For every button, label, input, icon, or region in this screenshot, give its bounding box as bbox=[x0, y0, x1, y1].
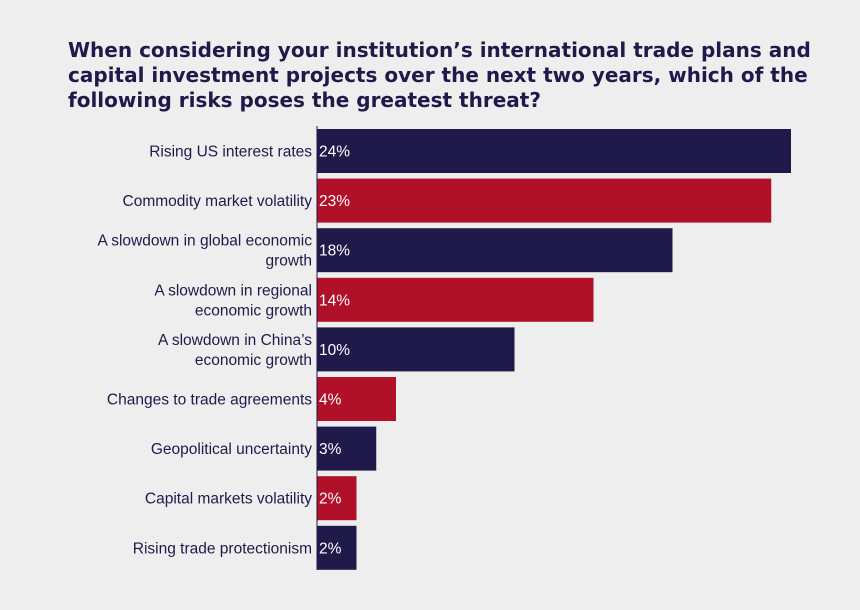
value-label: 3% bbox=[319, 441, 342, 458]
bar bbox=[317, 476, 357, 521]
value-label: 10% bbox=[319, 342, 350, 359]
category-label: economic growth bbox=[195, 302, 312, 319]
bar bbox=[317, 377, 396, 421]
category-label: economic growth bbox=[195, 352, 312, 369]
category-label: Changes to trade agreements bbox=[107, 392, 312, 409]
bar bbox=[317, 228, 673, 273]
category-label: A slowdown in regional bbox=[154, 282, 312, 299]
bar bbox=[317, 327, 515, 372]
category-label: A slowdown in global economic bbox=[97, 233, 312, 250]
category-label: Commodity market volatility bbox=[123, 193, 313, 210]
value-label: 23% bbox=[319, 193, 350, 210]
value-label: 24% bbox=[319, 144, 350, 161]
value-label: 4% bbox=[319, 392, 342, 409]
category-label: Geopolitical uncertainty bbox=[151, 441, 312, 458]
bar bbox=[317, 277, 594, 322]
category-label: growth bbox=[265, 253, 312, 270]
value-label: 2% bbox=[319, 491, 342, 508]
value-label: 18% bbox=[319, 243, 350, 260]
bar bbox=[317, 178, 772, 223]
bar bbox=[317, 426, 377, 471]
bar bbox=[317, 129, 791, 173]
value-label: 2% bbox=[319, 540, 342, 557]
category-label: Rising trade protectionism bbox=[133, 540, 312, 557]
category-label: Rising US interest rates bbox=[149, 144, 312, 161]
bar bbox=[317, 525, 357, 570]
category-label: Capital markets volatility bbox=[145, 491, 312, 508]
category-label: A slowdown in China’s bbox=[158, 332, 312, 349]
chart-title: When considering your institution’s inte… bbox=[68, 38, 811, 112]
value-label: 14% bbox=[319, 292, 350, 309]
